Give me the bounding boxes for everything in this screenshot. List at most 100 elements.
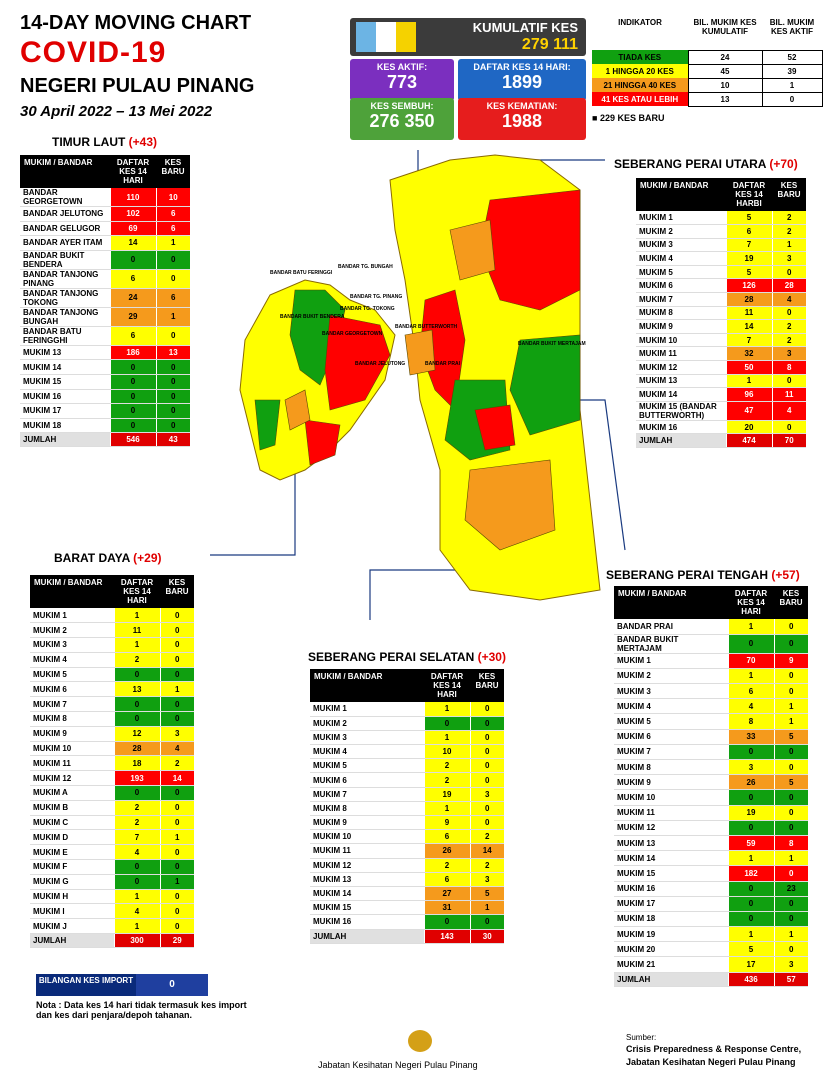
table-row: MUKIM 19 1 1 <box>614 926 808 943</box>
row-daftar: 0 <box>113 859 160 875</box>
total-daftar: 300 <box>113 933 160 949</box>
table-row: MUKIM 13 1 0 <box>636 374 806 389</box>
table-row: BANDAR AYER ITAM 14 1 <box>20 235 190 251</box>
row-baru: 3 <box>771 251 806 266</box>
map-label: BANDAR BATU FERINGGI <box>270 270 333 276</box>
row-baru: 0 <box>773 911 808 928</box>
table-row: BANDAR TANJONG PINANG 6 0 <box>20 269 190 289</box>
row-daftar: 0 <box>423 914 470 930</box>
row-daftar: 0 <box>113 696 160 713</box>
footer-dept: Jabatan Kesihatan Negeri Pulau Pinang <box>318 1060 478 1070</box>
row-area: MUKIM 2 <box>30 622 114 639</box>
col-area: MUKIM / BANDAR <box>614 586 728 619</box>
table-row: MUKIM 11 18 2 <box>30 755 194 772</box>
row-area: BANDAR GELUGOR <box>20 221 110 237</box>
row-area: BANDAR TANJONG BUNGAH <box>20 307 110 327</box>
total-daftar: 436 <box>727 972 774 987</box>
row-area: MUKIM 12 <box>614 820 728 836</box>
row-daftar: 0 <box>113 874 160 890</box>
col-daftar: DAFTAR KES 14 HARI <box>114 575 160 608</box>
row-baru: 5 <box>469 886 504 902</box>
row-area: MUKIM 16 <box>20 389 110 405</box>
col-area: MUKIM / BANDAR <box>310 669 424 702</box>
indicator-row: 21 HINGGA 40 KES 10 1 <box>592 77 823 93</box>
row-area: MUKIM 8 <box>614 759 728 776</box>
row-area: MUKIM 14 <box>614 850 728 867</box>
row-baru: 0 <box>469 801 504 817</box>
row-daftar: 2 <box>113 815 160 831</box>
row-daftar: 1 <box>423 702 470 717</box>
row-area: MUKIM 6 <box>30 681 114 698</box>
row-area: MUKIM G <box>30 874 114 890</box>
row-daftar: 6 <box>727 683 774 700</box>
indicator-row: TIADA KES 24 52 <box>592 49 823 65</box>
row-area: MUKIM 7 <box>614 744 728 761</box>
row-daftar: 0 <box>727 789 774 806</box>
row-daftar: 0 <box>727 911 774 928</box>
row-area: BANDAR BATU FERINGGHI <box>20 326 110 346</box>
row-area: MUKIM 12 <box>30 770 114 787</box>
import-value: 0 <box>136 974 208 996</box>
row-baru: 0 <box>469 744 504 760</box>
row-baru: 0 <box>159 652 194 668</box>
row-baru: 0 <box>773 789 808 806</box>
row-baru: 0 <box>773 619 808 635</box>
row-daftar: 59 <box>727 835 774 852</box>
row-baru: 6 <box>155 206 190 222</box>
date-range: 30 April 2022 – 13 Mei 2022 <box>20 103 213 120</box>
row-area: MUKIM 4 <box>636 251 726 266</box>
row-daftar: 6 <box>109 269 156 289</box>
sps-title: SEBERANG PERAI SELATAN <box>308 650 475 664</box>
row-area: MUKIM 1 <box>310 702 424 717</box>
table-row: MUKIM 9 12 3 <box>30 726 194 742</box>
row-baru: 0 <box>155 326 190 346</box>
row-daftar: 10 <box>423 744 470 760</box>
bd-delta: (+29) <box>133 551 162 565</box>
row-daftar: 31 <box>423 900 470 916</box>
row-baru: 0 <box>159 903 194 920</box>
row-area: BANDAR TANJONG PINANG <box>20 269 110 289</box>
table-row: MUKIM 6 13 1 <box>30 681 194 698</box>
ind-label: TIADA KES <box>592 50 688 64</box>
kematian-value: 1988 <box>501 111 543 131</box>
row-area: MUKIM 4 <box>614 698 728 715</box>
ind-kumulatif: 24 <box>687 49 763 65</box>
row-area: BANDAR BUKIT MERTAJAM <box>614 634 728 654</box>
table-row: MUKIM 10 6 2 <box>310 829 504 845</box>
aktif-label: KES AKTIF: <box>376 62 428 72</box>
row-daftar: 0 <box>727 896 774 912</box>
row-area: MUKIM 3 <box>614 683 728 700</box>
map-label: BANDAR TG. BUNGAH <box>338 264 393 270</box>
row-area: MUKIM 10 <box>30 741 114 757</box>
row-daftar: 0 <box>727 744 774 761</box>
row-daftar: 1 <box>727 926 774 943</box>
col-daftar: DAFTAR KES 14 HARBI <box>726 178 772 211</box>
row-baru: 0 <box>469 914 504 930</box>
row-daftar: 28 <box>725 292 772 307</box>
row-baru: 0 <box>773 941 808 958</box>
row-baru: 0 <box>159 918 194 935</box>
ind-h2: BIL. MUKIM KES KUMULATIF <box>693 18 757 36</box>
row-daftar: 0 <box>727 634 774 654</box>
row-daftar: 24 <box>109 288 156 308</box>
row-daftar: 5 <box>727 941 774 958</box>
table-row: MUKIM 6 33 5 <box>614 729 808 745</box>
row-area: MUKIM 1 <box>30 608 114 624</box>
penang-map: BANDAR BATU FERINGGI BANDAR TG. BUNGAH BAN… <box>210 150 630 620</box>
map-label: BANDAR GEORGETOWN <box>322 331 383 337</box>
row-baru: 0 <box>155 250 190 270</box>
row-area: MUKIM 15 <box>20 374 110 390</box>
table-row: MUKIM 4 19 3 <box>636 251 806 266</box>
total-baru: 70 <box>771 433 806 449</box>
footer-source2: Jabatan Kesihatan Negeri Pulau Pinang <box>626 1057 796 1067</box>
bd-title: BARAT DAYA <box>54 551 130 565</box>
row-baru: 0 <box>155 269 190 289</box>
row-daftar: 1 <box>727 668 774 685</box>
